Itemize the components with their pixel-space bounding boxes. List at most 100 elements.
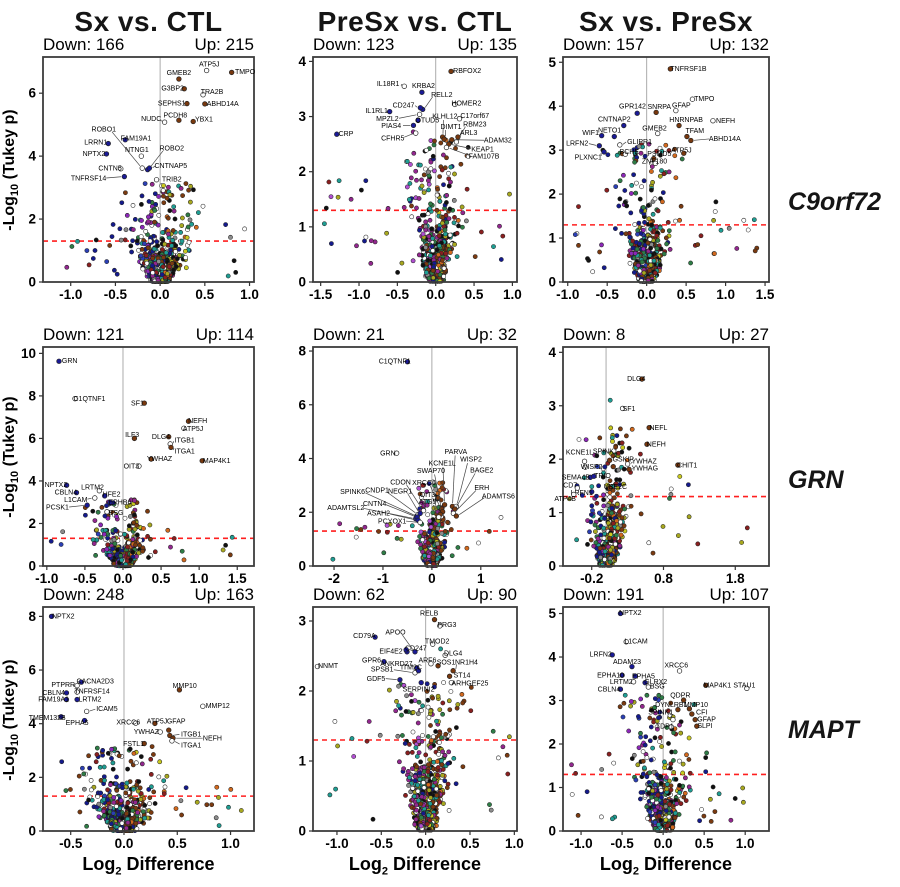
svg-text:C1QTNF1: C1QTNF1 [379,359,411,366]
svg-text:ASAH2: ASAH2 [367,511,390,518]
svg-text:4: 4 [28,149,36,164]
column-title-sx-vs-presx: Sx vs. PreSx [578,6,754,37]
svg-text:L1CAM: L1CAM [64,497,88,504]
svg-text:2: 2 [28,212,36,227]
svg-text:CBLN4: CBLN4 [55,490,78,497]
y-axis-label-text: -Log [0,483,18,518]
column-title-sx-vs-ctl: Sx vs. CTL [74,6,223,37]
svg-text:LRRN1: LRRN1 [84,139,107,146]
up-count: Up: 215 [194,35,254,54]
svg-text:1.0: 1.0 [190,571,209,586]
svg-text:ERH: ERH [474,485,489,492]
svg-text:OIT3: OIT3 [420,492,436,499]
svg-text:XRCC6: XRCC6 [412,480,436,487]
y-axis-label-row1: -Log10 (Tukey p) [1,80,21,260]
svg-text:NETO1: NETO1 [598,127,621,134]
svg-text:2: 2 [298,505,306,520]
svg-text:-2: -2 [328,571,340,586]
svg-text:TNFRSF14: TNFRSF14 [71,176,107,183]
svg-text:WIF1: WIF1 [582,130,599,137]
down-count: Down: 166 [43,35,125,54]
svg-text:-0.5: -0.5 [104,287,128,302]
panel-counts-grn-sx-presx: Down: 8 Up: 27 [563,325,769,345]
svg-text:NEGR1: NEGR1 [388,488,412,495]
x-axis-label-text: Log [599,854,633,874]
svg-text:WISP2: WISP2 [460,457,482,464]
svg-text:LRFN2: LRFN2 [566,141,588,148]
svg-text:1.5: 1.5 [228,571,247,586]
svg-text:-0.5: -0.5 [73,571,97,586]
svg-text:PCDH8: PCDH8 [163,113,187,120]
svg-text:IL1RL1: IL1RL1 [365,108,388,115]
y-axis-label-subscript: 10 [9,183,22,197]
svg-text:CNTNAP2: CNTNAP2 [598,116,631,123]
svg-text:3: 3 [298,109,306,124]
svg-text:HNRNPAB: HNRNPAB [669,117,703,124]
svg-text:1.0: 1.0 [240,287,259,302]
svg-text:SPINK6: SPINK6 [340,489,365,496]
down-count: Down: 191 [563,585,645,604]
svg-text:RBFOX2: RBFOX2 [453,68,481,75]
row-label-c9orf72: C9orf72 [788,188,882,216]
up-count: Up: 163 [194,585,254,604]
svg-text:HFE2: HFE2 [103,491,121,498]
up-count: Up: 135 [457,35,517,54]
svg-text:ITGB1: ITGB1 [175,438,195,445]
svg-text:ATP5J: ATP5J [671,148,692,155]
svg-text:2: 2 [298,164,306,179]
svg-text:ABHD14A: ABHD14A [709,136,741,143]
svg-text:-1.0: -1.0 [59,287,82,302]
svg-text:8: 8 [28,388,36,403]
x-axis-label-text: Log [348,854,382,874]
svg-text:GLIPR1: GLIPR1 [627,139,652,146]
svg-text:YBX1: YBX1 [195,117,213,124]
svg-text:GMEB2: GMEB2 [167,70,192,77]
svg-text:ROBO2: ROBO2 [159,146,184,153]
svg-text:3: 3 [548,143,556,158]
svg-text:PSMD5: PSMD5 [647,151,671,158]
svg-text:ZNF180: ZNF180 [642,159,667,166]
svg-text:6: 6 [28,431,36,446]
svg-text:EPHB6: EPHB6 [108,500,131,507]
down-count: Down: 21 [313,325,385,344]
svg-text:6: 6 [298,397,306,412]
svg-text:0: 0 [548,275,556,290]
svg-text:ILF3: ILF3 [125,432,139,439]
svg-text:KLHL12: KLHL12 [432,113,457,120]
svg-text:0.0: 0.0 [426,287,445,302]
svg-text:5: 5 [548,55,556,70]
svg-text:GRN: GRN [380,450,396,457]
svg-text:TFAM: TFAM [685,128,704,135]
column-title-presx-vs-ctl: PreSx vs. CTL [317,6,513,37]
svg-text:PIAS4: PIAS4 [381,123,401,130]
svg-text:1.0: 1.0 [716,287,735,302]
down-count: Down: 157 [563,35,645,54]
svg-text:0.0: 0.0 [151,287,170,302]
svg-text:ADAM32: ADAM32 [484,138,512,145]
svg-text:1: 1 [298,219,306,234]
panel-counts-c9orf72-sx-presx: Down: 157 Up: 132 [563,35,769,55]
svg-text:1: 1 [477,571,485,586]
panel-counts-c9orf72-sx-ctl: Down: 166 Up: 215 [43,35,254,55]
svg-text:ATP5J: ATP5J [199,62,220,69]
svg-text:2: 2 [28,516,36,531]
y-axis-label-text: -Log [0,196,18,231]
up-count: Up: 32 [466,325,517,344]
svg-text:0: 0 [428,571,436,586]
svg-text:TRIB2: TRIB2 [162,176,182,183]
svg-text:-0.5: -0.5 [596,287,620,302]
svg-text:ADAMTS6: ADAMTS6 [482,494,515,501]
svg-text:1.5: 1.5 [756,287,775,302]
up-count: Up: 107 [709,585,769,604]
svg-text:LRTM2: LRTM2 [81,485,104,492]
up-count: Up: 114 [195,325,254,344]
svg-text:-1.0: -1.0 [556,287,579,302]
svg-text:0.5: 0.5 [465,287,484,302]
svg-text:1.0: 1.0 [503,287,522,302]
svg-text:-1.0: -1.0 [347,287,370,302]
up-count: Up: 132 [709,35,769,54]
svg-text:MAP4K1: MAP4K1 [203,458,231,465]
svg-text:CFHR5: CFHR5 [381,135,404,142]
svg-text:4: 4 [298,54,306,69]
